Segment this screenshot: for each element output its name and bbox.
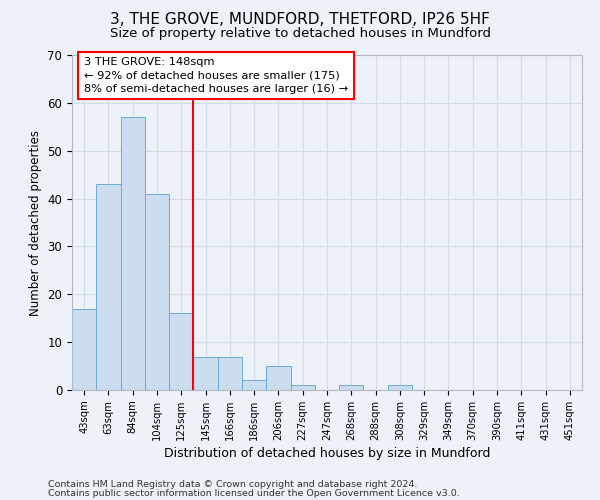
Text: 3 THE GROVE: 148sqm
← 92% of detached houses are smaller (175)
8% of semi-detach: 3 THE GROVE: 148sqm ← 92% of detached ho… (84, 58, 348, 94)
Text: Contains HM Land Registry data © Crown copyright and database right 2024.: Contains HM Land Registry data © Crown c… (48, 480, 418, 489)
Y-axis label: Number of detached properties: Number of detached properties (29, 130, 42, 316)
Bar (339, 385, 364, 390)
Bar (145, 194, 169, 390)
X-axis label: Distribution of detached houses by size in Mundford: Distribution of detached houses by size … (164, 447, 490, 460)
Bar (169, 314, 193, 390)
Bar (72, 308, 96, 390)
Bar (96, 184, 121, 390)
Text: Size of property relative to detached houses in Mundford: Size of property relative to detached ho… (110, 28, 491, 40)
Bar (193, 356, 218, 390)
Bar (266, 366, 290, 390)
Bar (121, 117, 145, 390)
Bar (218, 356, 242, 390)
Bar (290, 385, 315, 390)
Text: Contains public sector information licensed under the Open Government Licence v3: Contains public sector information licen… (48, 488, 460, 498)
Text: 3, THE GROVE, MUNDFORD, THETFORD, IP26 5HF: 3, THE GROVE, MUNDFORD, THETFORD, IP26 5… (110, 12, 490, 28)
Bar (388, 385, 412, 390)
Bar (242, 380, 266, 390)
